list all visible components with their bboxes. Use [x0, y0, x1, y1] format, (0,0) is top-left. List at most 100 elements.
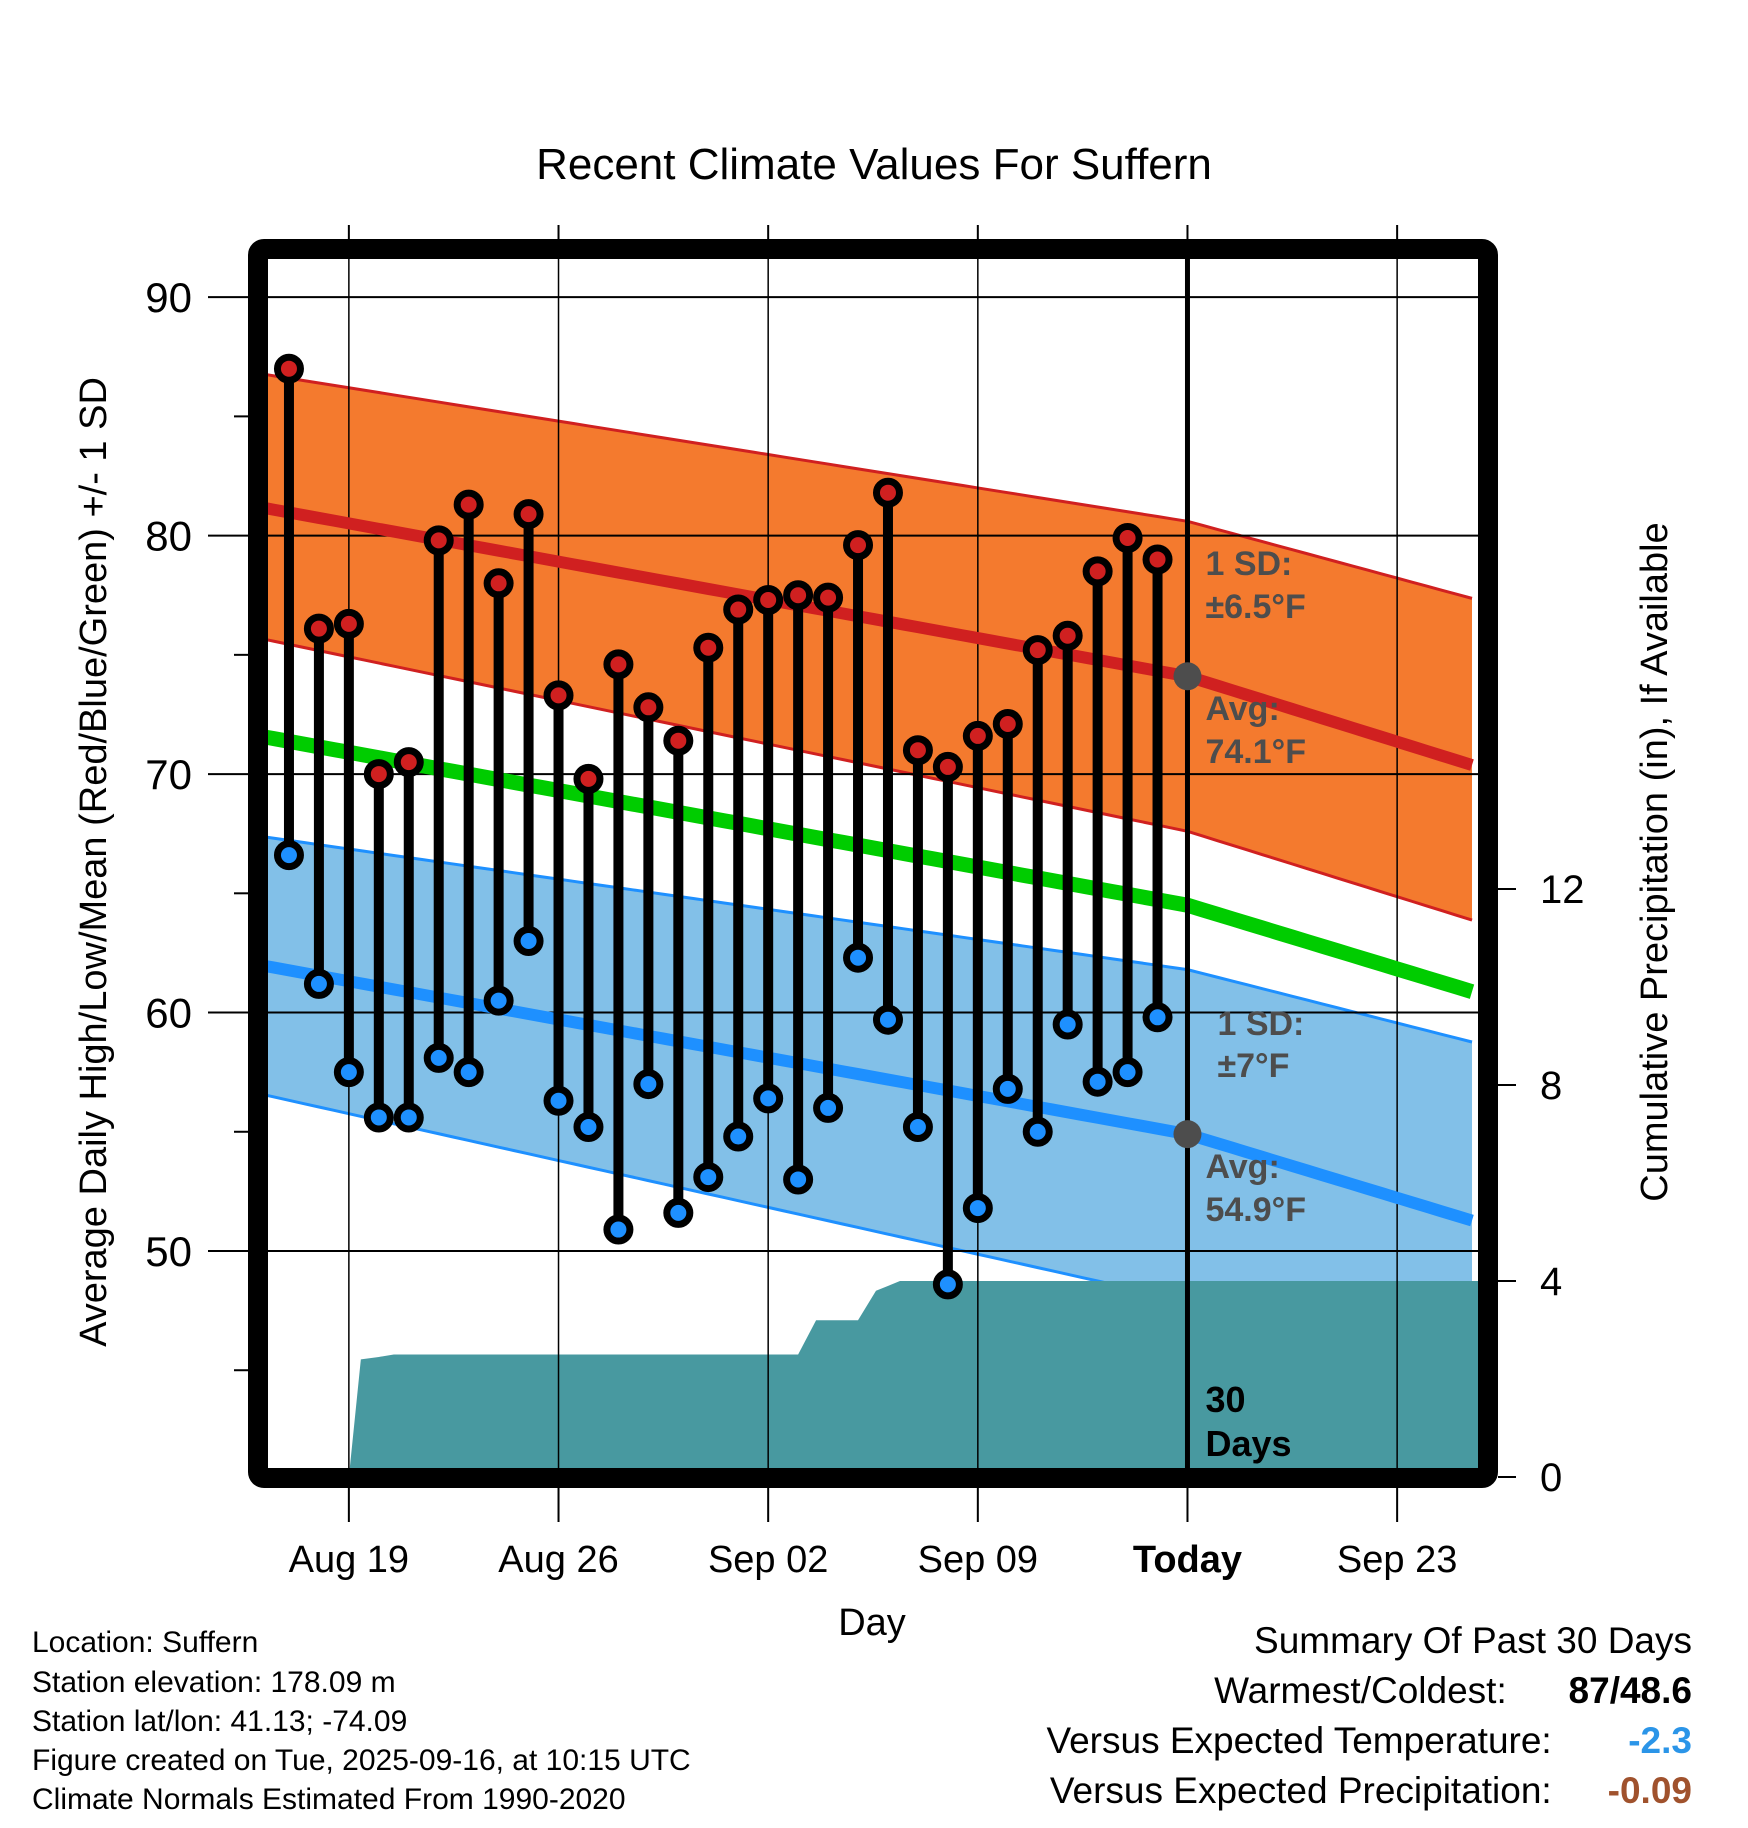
- obs-high-dot-Aug-27: [573, 763, 604, 794]
- obs-high-dot-Sep-07: [902, 735, 933, 766]
- high-lower-sd-line: [268, 638, 1473, 922]
- summary-precip-label: Versus Expected Precipitation:: [1049, 1770, 1552, 1811]
- obs-low-dot-Aug-22: [423, 1042, 454, 1073]
- info-location: Location: Suffern: [32, 1626, 259, 1659]
- obs-low-dot-Aug-30: [663, 1197, 694, 1228]
- obs-low-dot-Aug-27: [573, 1112, 604, 1142]
- x-tick-label-Today: Today: [1133, 1539, 1242, 1581]
- summary-temp: Versus Expected Temperature: -2.3: [1046, 1720, 1692, 1762]
- obs-low-dot-Aug-17: [273, 840, 304, 871]
- obs-high-dot-Sep-09: [962, 720, 993, 751]
- obs-low-dot-Sep-13: [1082, 1066, 1113, 1097]
- info-elevation: Station elevation: 178.09 m: [32, 1666, 396, 1699]
- summary-temp-value: -2.3: [1628, 1720, 1692, 1761]
- precipitation-area: [349, 1281, 1478, 1468]
- obs-high-dot-Aug-24: [483, 568, 514, 599]
- obs-high-dot-Aug-31: [693, 632, 724, 663]
- obs-high-dot-Aug-30: [663, 725, 694, 756]
- obs-low-dot-Sep-05: [843, 942, 874, 973]
- obs-low-dot-Sep-15: [1142, 1002, 1173, 1033]
- obs-low-dot-Sep-07: [902, 1112, 933, 1142]
- high-upper-sd-line: [268, 373, 1473, 600]
- obs-high-dot-Sep-10: [992, 709, 1023, 739]
- obs-low-dot-Sep-09: [962, 1193, 993, 1224]
- summary-temp-label: Versus Expected Temperature:: [1046, 1720, 1552, 1761]
- obs-high-dot-Sep-04: [813, 582, 844, 613]
- summary-warmest-coldest-value: 87/48.6: [1568, 1670, 1692, 1711]
- obs-low-dot-Aug-23: [453, 1057, 484, 1088]
- summary-precip-value: -0.09: [1607, 1770, 1692, 1811]
- obs-low-dot-Aug-25: [513, 926, 544, 956]
- y2-tick-label-12: 12: [1540, 868, 1585, 912]
- high-avg-value: 74.1°F: [1205, 733, 1306, 771]
- obs-low-dot-Sep-11: [1022, 1116, 1053, 1147]
- x-tick-label-Sep-02: Sep 02: [708, 1539, 828, 1581]
- obs-high-dot-Aug-29: [633, 692, 664, 723]
- obs-high-dot-Sep-14: [1112, 523, 1143, 553]
- high-sd-band: [268, 374, 1473, 921]
- obs-low-dot-Sep-03: [783, 1164, 814, 1195]
- obs-high-dot-Sep-02: [753, 585, 784, 615]
- x-axis-label: Day: [838, 1602, 906, 1644]
- obs-low-dot-Aug-19: [333, 1057, 364, 1088]
- obs-low-dot-Aug-28: [603, 1214, 634, 1245]
- obs-low-dot-Sep-02: [753, 1083, 784, 1114]
- mean-normal-line: [268, 729, 1475, 999]
- obs-high-dot-Aug-28: [603, 649, 634, 680]
- y2-tick-label-4: 4: [1540, 1260, 1562, 1304]
- obs-high-dot-Sep-03: [783, 580, 814, 611]
- today-marker-label-unit: Days: [1205, 1423, 1291, 1464]
- obs-low-dot-Sep-01: [723, 1121, 754, 1152]
- today-low-normal-dot: [1173, 1120, 1202, 1149]
- info-normals: Climate Normals Estimated From 1990-2020: [32, 1783, 626, 1816]
- plot-area: [268, 259, 1478, 1468]
- obs-low-dot-Aug-21: [393, 1102, 424, 1133]
- obs-high-dot-Aug-21: [393, 747, 424, 778]
- summary-warmest-coldest: Warmest/Coldest: 87/48.6: [1214, 1670, 1692, 1712]
- obs-high-dot-Aug-19: [333, 608, 364, 639]
- summary-title: Summary Of Past 30 Days: [1254, 1620, 1692, 1661]
- obs-low-dot-Aug-26: [543, 1085, 574, 1116]
- summary-precip: Versus Expected Precipitation: -0.09: [1050, 1770, 1692, 1812]
- low-upper-sd-line: [268, 835, 1473, 1044]
- obs-high-dot-Sep-08: [932, 751, 963, 782]
- x-tick-label-Aug-26: Aug 26: [498, 1539, 618, 1581]
- obs-high-dot-Aug-17: [273, 353, 304, 384]
- low-sd-value: ±7°F: [1217, 1047, 1289, 1085]
- obs-low-dot-Aug-24: [483, 985, 514, 1016]
- obs-low-dot-Sep-10: [992, 1073, 1023, 1104]
- y2-axis-label: Cumulative Precipitation (in), If Availa…: [1634, 522, 1676, 1201]
- y2-tick-label-0: 0: [1540, 1456, 1562, 1500]
- high-normal-line: [268, 502, 1474, 771]
- obs-high-dot-Aug-18: [303, 613, 334, 644]
- obs-low-dot-Aug-31: [693, 1162, 724, 1193]
- info-latlon: Station lat/lon: 41.13; -74.09: [32, 1705, 408, 1738]
- y2-tick-label-8: 8: [1540, 1064, 1562, 1108]
- low-avg-value: 54.9°F: [1205, 1191, 1306, 1229]
- obs-high-dot-Aug-22: [423, 525, 454, 556]
- low-sd-label: 1 SD:: [1217, 1005, 1304, 1043]
- obs-low-dot-Sep-12: [1052, 1009, 1083, 1040]
- obs-low-dot-Sep-06: [872, 1004, 903, 1035]
- obs-high-dot-Aug-25: [513, 499, 544, 530]
- x-tick-label-Aug-19: Aug 19: [289, 1539, 409, 1581]
- low-sd-band: [268, 837, 1473, 1388]
- obs-low-dot-Aug-18: [303, 968, 334, 999]
- y-tick-label-60: 60: [145, 990, 192, 1037]
- high-avg-label: Avg:: [1205, 690, 1279, 728]
- x-tick-label-Sep-09: Sep 09: [918, 1539, 1038, 1581]
- chart-title: Recent Climate Values For Suffern: [536, 140, 1212, 189]
- obs-high-dot-Sep-11: [1022, 635, 1053, 666]
- y-tick-label-50: 50: [145, 1228, 192, 1275]
- summary-warmest-coldest-label: Warmest/Coldest:: [1214, 1670, 1507, 1711]
- obs-low-dot-Sep-04: [813, 1092, 844, 1123]
- y-tick-label-90: 90: [145, 274, 192, 321]
- low-normal-line: [268, 960, 1474, 1227]
- obs-high-dot-Sep-13: [1082, 556, 1113, 587]
- plot-frame: [248, 239, 1498, 1488]
- obs-high-dot-Sep-12: [1052, 620, 1083, 651]
- y-axis-label: Average Daily High/Low/Mean (Red/Blue/Gr…: [73, 377, 115, 1347]
- obs-high-dot-Aug-20: [363, 759, 394, 790]
- obs-high-dot-Aug-23: [453, 489, 484, 520]
